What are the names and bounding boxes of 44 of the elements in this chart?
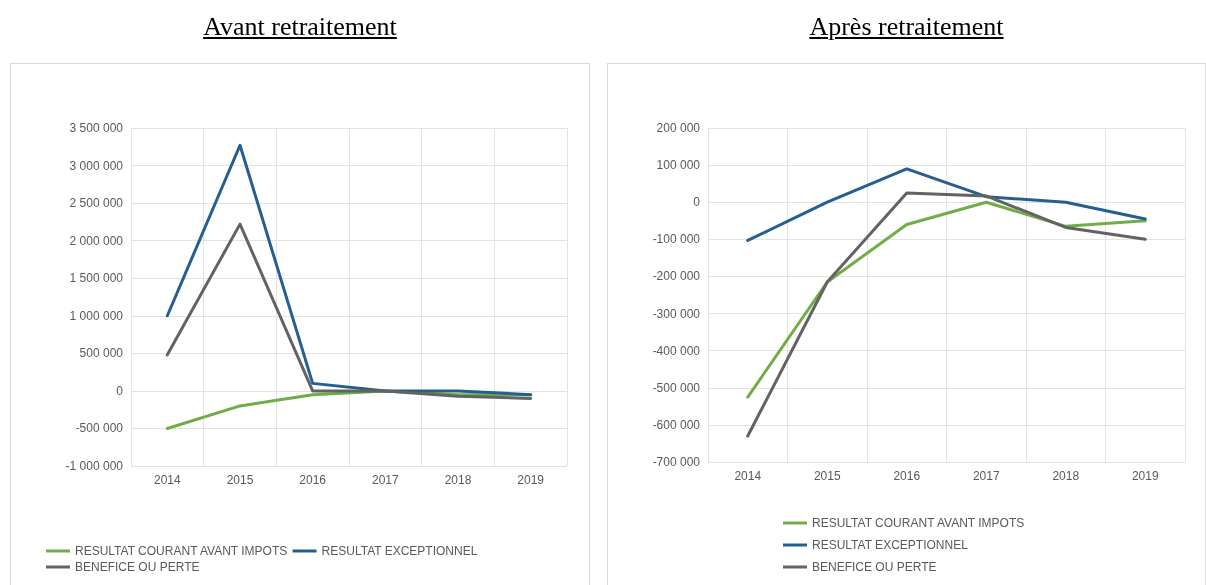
y-tick-label: 0 <box>693 195 701 210</box>
x-tick-label: 2016 <box>299 473 327 487</box>
x-tick-label: 2016 <box>893 469 921 483</box>
line-series <box>165 143 533 397</box>
x-tick-label: 2019 <box>517 473 545 487</box>
y-tick-label: 100 000 <box>656 158 701 173</box>
y-tick-label: -100 000 <box>652 232 701 247</box>
line-series <box>746 191 1147 438</box>
y-tick-label: 3 500 000 <box>69 121 124 135</box>
y-tick-label: -500 000 <box>75 421 124 436</box>
y-tick-label: -700 000 <box>652 455 701 469</box>
y-tick-label: -200 000 <box>652 269 701 284</box>
y-tick-label: 2 000 000 <box>69 233 124 248</box>
y-tick-label: -1 000 000 <box>65 459 124 473</box>
y-tick-label: 2 500 000 <box>69 196 124 211</box>
y-tick-label: 1 500 000 <box>69 271 124 286</box>
x-tick-label: 2018 <box>444 473 472 487</box>
y-tick-label: 0 <box>116 383 124 398</box>
legend-label: BENEFICE OU PERTE <box>812 560 937 574</box>
x-tick-label: 2015 <box>226 473 254 487</box>
x-tick-label: 2017 <box>972 469 1000 483</box>
x-tick-label: 2019 <box>1131 469 1159 483</box>
line-series <box>746 167 1147 242</box>
y-tick-label: 200 000 <box>656 121 701 135</box>
y-tick-label: -300 000 <box>652 306 701 321</box>
y-tick-label: 1 000 000 <box>69 308 124 323</box>
x-tick-label: 2014 <box>153 473 181 487</box>
legend-label: RESULTAT COURANT AVANT IMPOTS <box>812 516 1025 530</box>
y-tick-label: -500 000 <box>652 380 701 395</box>
y-tick-label: -400 000 <box>652 343 701 358</box>
legend-label: BENEFICE OU PERTE <box>75 560 200 574</box>
x-tick-label: 2017 <box>371 473 399 487</box>
x-tick-label: 2014 <box>734 469 762 483</box>
legend-label: RESULTAT EXCEPTIONNEL <box>812 538 969 552</box>
chart-title: Avant retraitement <box>202 12 398 42</box>
y-tick-label: 500 000 <box>79 346 124 361</box>
x-tick-label: 2018 <box>1052 469 1080 483</box>
y-tick-label: -600 000 <box>652 417 701 432</box>
legend-label: RESULTAT EXCEPTIONNEL <box>321 544 478 558</box>
y-tick-label: 3 000 000 <box>69 158 124 173</box>
x-tick-label: 2015 <box>813 469 841 483</box>
line-series <box>165 222 533 400</box>
chart-title: Après retraitement <box>808 12 1005 42</box>
legend-label: RESULTAT COURANT AVANT IMPOTS <box>75 544 288 558</box>
